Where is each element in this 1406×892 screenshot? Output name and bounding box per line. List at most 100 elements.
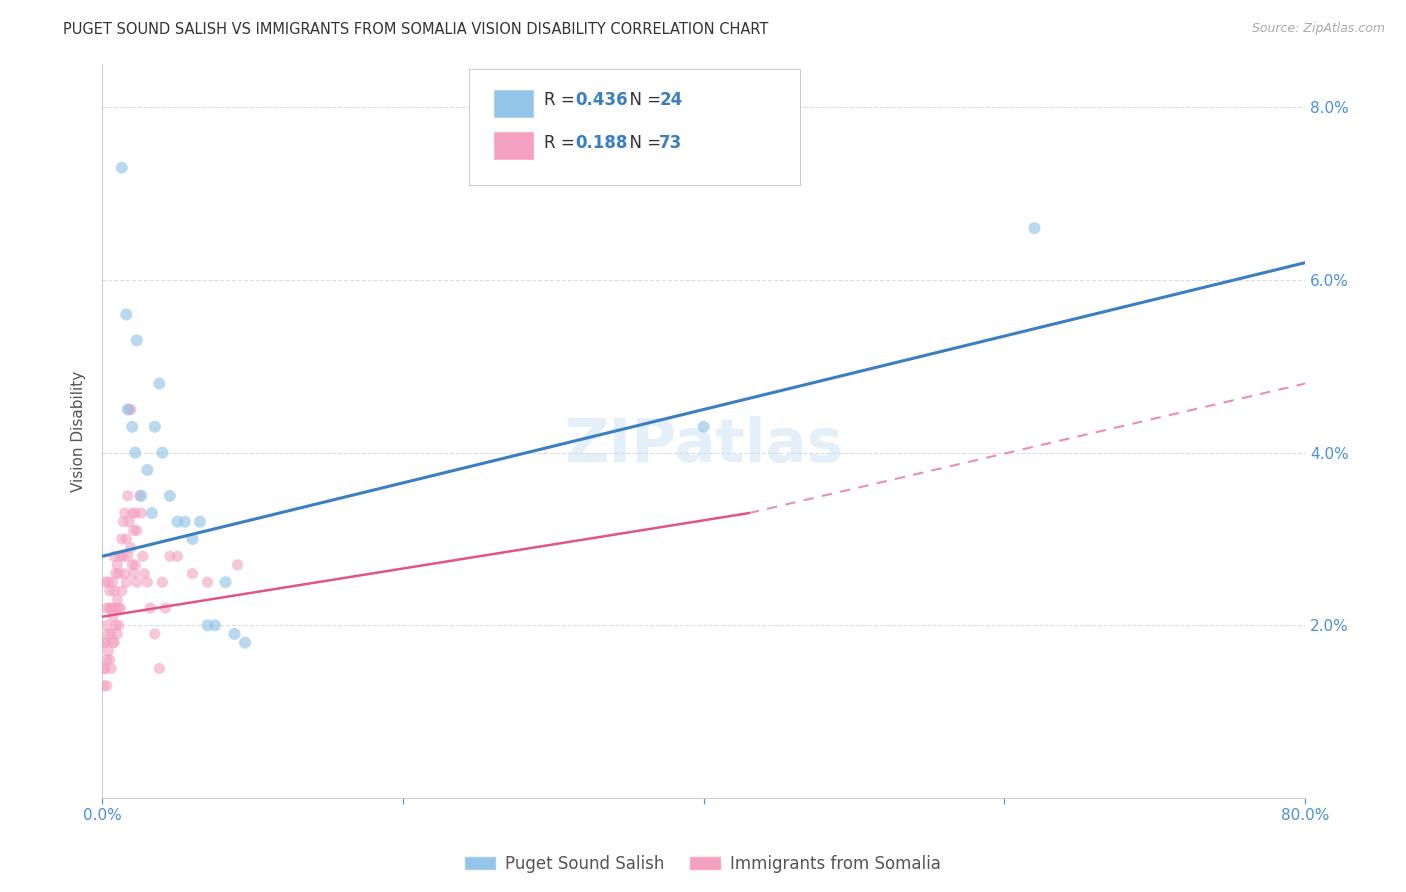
Point [112,515,135,529]
Y-axis label: Vision Disability: Vision Disability [72,370,86,491]
Point [128,489,150,503]
Point [96,618,118,632]
Point [204,618,226,632]
Point [159,549,181,564]
Point [117,549,139,564]
Point [93,661,115,675]
Point [181,566,204,581]
Point [148,376,170,391]
Point [166,549,188,564]
Point [132,549,155,564]
Point [233,635,256,649]
Point [97,575,120,590]
Point [148,661,170,675]
Point [96,653,118,667]
Point [122,524,145,538]
Point [96,601,118,615]
Point [114,506,136,520]
Point [139,601,162,615]
Point [141,506,163,520]
Point [94,575,117,590]
Point [224,627,246,641]
Point [93,679,115,693]
Point [103,635,125,649]
Point [98,601,121,615]
Point [124,506,146,520]
Point [118,515,141,529]
Text: R =: R = [544,134,579,152]
Legend: Puget Sound Salish, Immigrants from Somalia: Puget Sound Salish, Immigrants from Soma… [458,848,948,880]
Point [181,532,204,546]
Point [155,601,177,615]
Point [114,566,136,581]
Point [120,402,142,417]
Point [105,627,128,641]
Point [111,583,134,598]
Point [117,402,139,417]
Point [115,575,138,590]
Point [150,445,173,459]
Point [124,558,146,572]
Point [96,679,118,693]
Point [97,644,120,658]
Point [94,635,117,649]
Text: N =: N = [620,91,666,109]
Point [100,601,122,615]
Point [122,566,145,581]
Point [110,601,132,615]
Point [120,541,142,555]
Point [166,515,188,529]
Point [107,618,129,632]
Point [97,627,120,641]
Point [124,445,146,459]
Text: 24: 24 [659,91,682,109]
Text: Source: ZipAtlas.com: Source: ZipAtlas.com [1251,22,1385,36]
Point [1024,221,1046,235]
Point [174,515,197,529]
Point [125,575,148,590]
Point [136,463,159,477]
Point [105,592,128,607]
Point [117,489,139,503]
Point [100,627,122,641]
Point [692,419,714,434]
Point [107,566,129,581]
Point [125,334,148,348]
Point [94,661,117,675]
Point [110,549,132,564]
Point [103,583,125,598]
Point [98,653,121,667]
Point [131,506,153,520]
Point [103,549,125,564]
Point [101,609,124,624]
FancyBboxPatch shape [495,132,533,160]
Point [121,506,143,520]
Point [121,419,143,434]
Point [111,161,134,175]
Point [115,532,138,546]
Text: R =: R = [544,91,579,109]
Text: N =: N = [620,134,666,152]
Text: 0.188: 0.188 [575,134,627,152]
Point [98,583,121,598]
Text: PUGET SOUND SALISH VS IMMIGRANTS FROM SOMALIA VISION DISABILITY CORRELATION CHAR: PUGET SOUND SALISH VS IMMIGRANTS FROM SO… [63,22,769,37]
Point [136,575,159,590]
Point [159,489,181,503]
Point [101,635,124,649]
Point [197,575,219,590]
Point [105,558,128,572]
Point [107,601,129,615]
Point [134,566,156,581]
Point [111,532,134,546]
Point [121,558,143,572]
Point [104,566,127,581]
Point [188,515,211,529]
Point [226,558,249,572]
Point [143,627,166,641]
FancyBboxPatch shape [470,70,800,186]
Point [150,575,173,590]
Point [118,402,141,417]
Point [101,575,124,590]
Text: ZIPatlas: ZIPatlas [564,417,844,475]
Point [112,549,135,564]
